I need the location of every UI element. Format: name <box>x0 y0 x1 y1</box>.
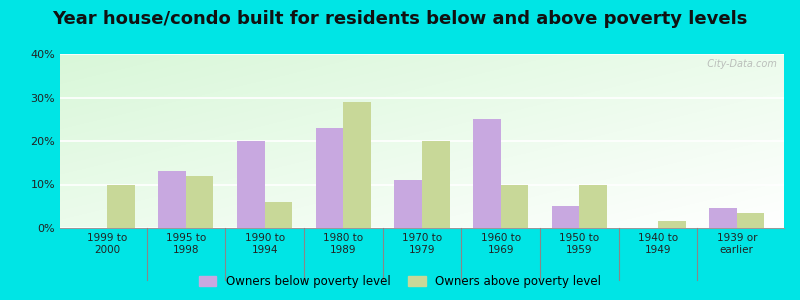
Bar <box>394 180 422 228</box>
Bar <box>316 128 343 228</box>
Bar <box>265 202 292 228</box>
Bar <box>658 221 686 228</box>
Bar <box>552 206 579 228</box>
Text: City-Data.com: City-Data.com <box>701 59 777 69</box>
Bar <box>158 171 186 228</box>
Bar <box>501 184 528 228</box>
Text: Year house/condo built for residents below and above poverty levels: Year house/condo built for residents bel… <box>52 11 748 28</box>
Bar <box>343 102 371 228</box>
Bar <box>107 184 134 228</box>
Bar <box>237 141 265 228</box>
Bar <box>710 208 737 228</box>
Legend: Owners below poverty level, Owners above poverty level: Owners below poverty level, Owners above… <box>194 270 606 292</box>
Bar <box>737 213 764 228</box>
Bar <box>186 176 214 228</box>
Bar <box>422 141 450 228</box>
Bar <box>579 184 607 228</box>
Bar <box>473 119 501 228</box>
